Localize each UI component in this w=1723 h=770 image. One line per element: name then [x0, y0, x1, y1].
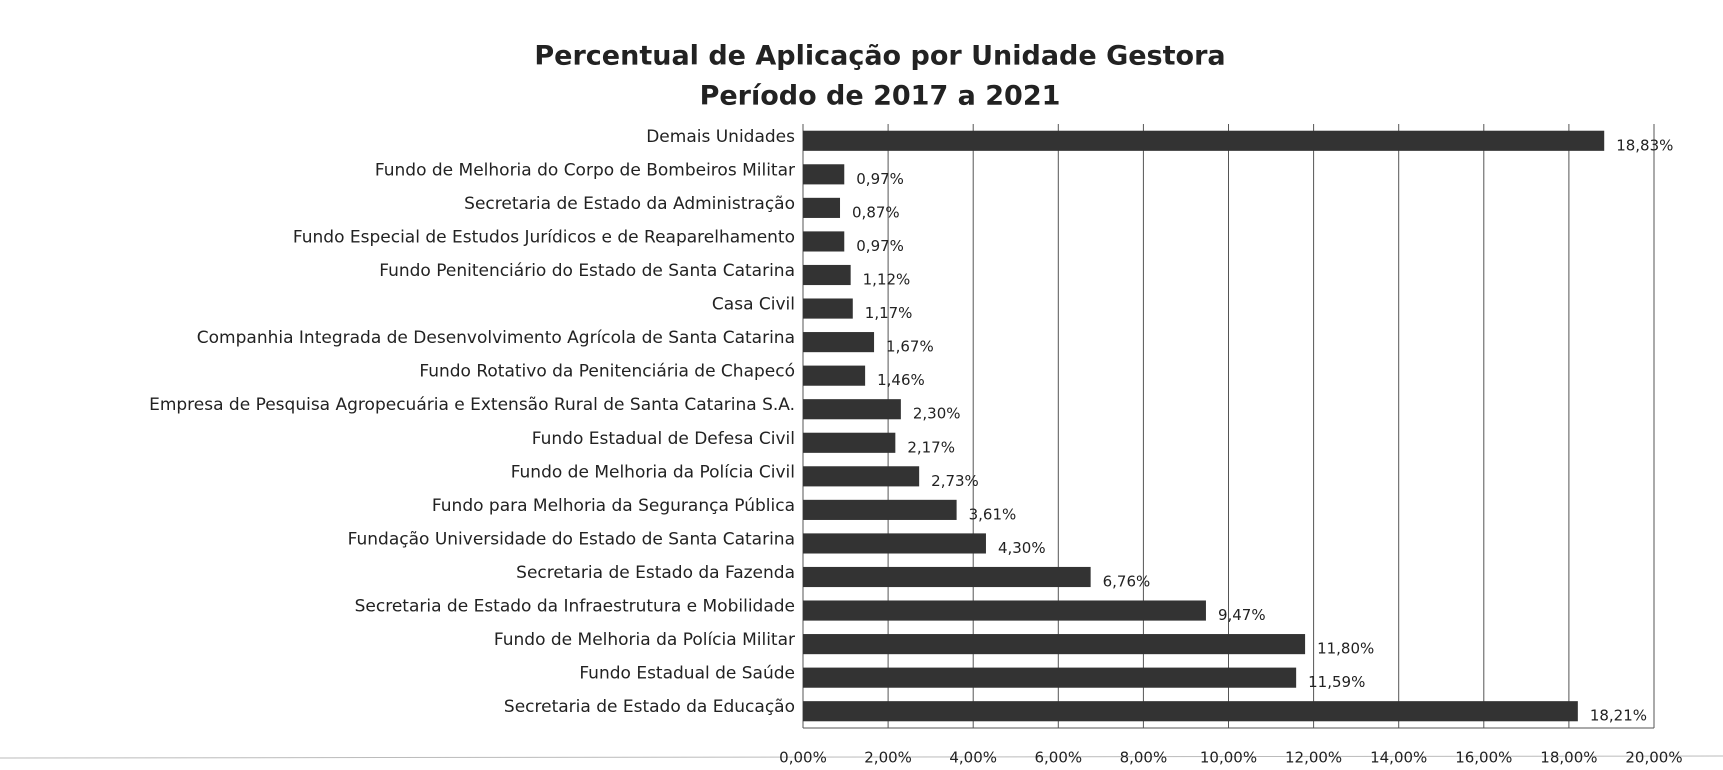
value-label: 3,61% — [969, 505, 1017, 523]
bar — [803, 432, 896, 453]
value-label: 1,17% — [865, 304, 913, 322]
y-tick-label: Fundo Estadual de Saúde — [579, 664, 795, 684]
y-tick-label: Secretaria de Estado da Fazenda — [516, 563, 795, 583]
y-tick-label: Companhia Integrada de Desenvolvimento A… — [197, 328, 795, 348]
bar — [803, 399, 901, 420]
frame-line — [0, 755, 1723, 759]
y-tick-label: Demais Unidades — [646, 127, 795, 147]
bar — [803, 466, 920, 487]
value-label: 0,97% — [856, 237, 904, 255]
x-tick-label: 14,00% — [1370, 749, 1427, 767]
y-tick-label: Fundo para Melhoria da Segurança Pública — [432, 496, 795, 516]
bar — [803, 365, 866, 386]
x-tick-label: 12,00% — [1285, 749, 1342, 767]
bar — [803, 533, 986, 554]
x-tick-label: 10,00% — [1200, 749, 1257, 767]
bar — [803, 130, 1605, 151]
bar — [803, 298, 853, 319]
y-tick-label: Fundo Penitenciário do Estado de Santa C… — [379, 261, 795, 281]
x-tick-label: 16,00% — [1455, 749, 1512, 767]
value-label: 1,67% — [886, 338, 934, 356]
y-tick-label: Fundo de Melhoria da Polícia Civil — [511, 462, 795, 482]
y-tick-label: Secretaria de Estado da Administração — [464, 194, 795, 214]
x-tick-label: 6,00% — [1034, 749, 1082, 767]
bar — [803, 264, 851, 286]
value-label: 0,97% — [856, 170, 904, 188]
bar — [803, 231, 845, 252]
value-label: 4,30% — [998, 539, 1046, 557]
y-tick-label: Fundo de Melhoria da Polícia Militar — [494, 630, 795, 650]
x-tick-label: 20,00% — [1625, 749, 1682, 767]
value-label: 2,17% — [907, 438, 955, 456]
x-tick-label: 4,00% — [949, 749, 997, 767]
chart-subtitle: Período de 2017 a 2021 — [700, 81, 1061, 112]
y-tick-label: Casa Civil — [712, 295, 795, 315]
y-tick-label: Fundo Estadual de Defesa Civil — [532, 429, 795, 449]
bar — [803, 499, 957, 520]
value-label: 2,73% — [931, 472, 979, 490]
bar — [803, 667, 1297, 688]
value-label: 6,76% — [1103, 573, 1151, 591]
value-label: 1,12% — [863, 271, 911, 289]
y-tick-label: Fundo Especial de Estudos Jurídicos e de… — [293, 227, 795, 247]
x-tick-label: 0,00% — [779, 749, 827, 767]
y-tick-label: Fundo de Melhoria do Corpo de Bombeiros … — [375, 160, 795, 180]
y-tick-label: Secretaria de Estado da Educação — [504, 697, 795, 717]
value-label: 2,30% — [913, 405, 961, 423]
y-tick-label: Secretaria de Estado da Infraestrutura e… — [355, 597, 795, 617]
y-tick-label: Empresa de Pesquisa Agropecuária e Exten… — [149, 395, 795, 415]
bar — [803, 701, 1578, 722]
bar — [803, 332, 875, 353]
bar — [803, 566, 1091, 588]
x-tick-label: 8,00% — [1120, 749, 1168, 767]
bar — [803, 164, 845, 185]
value-label: 1,46% — [877, 371, 925, 389]
value-label: 18,21% — [1590, 707, 1647, 725]
value-label: 11,80% — [1317, 640, 1374, 658]
chart-title: Percentual de Aplicação por Unidade Gest… — [534, 41, 1225, 72]
bar — [803, 634, 1306, 655]
x-tick-label: 18,00% — [1540, 749, 1597, 767]
bar — [803, 600, 1206, 621]
y-tick-label: Fundo Rotativo da Penitenciária de Chape… — [419, 362, 795, 382]
value-label: 11,59% — [1308, 673, 1365, 691]
bar — [803, 197, 841, 218]
x-tick-label: 2,00% — [864, 749, 912, 767]
y-tick-label: Fundação Universidade do Estado de Santa… — [348, 529, 795, 549]
value-label: 9,47% — [1218, 606, 1266, 624]
value-label: 18,83% — [1616, 136, 1673, 154]
value-label: 0,87% — [852, 203, 900, 221]
